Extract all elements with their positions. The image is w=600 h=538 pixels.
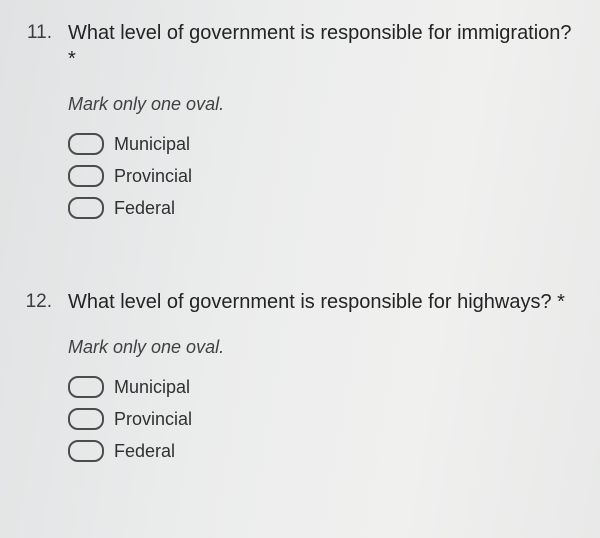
option-municipal[interactable]: Municipal: [68, 133, 580, 155]
option-label: Provincial: [114, 409, 192, 430]
question-12: 12. What level of government is responsi…: [0, 289, 580, 472]
option-label: Provincial: [114, 166, 192, 187]
question-number: 12.: [0, 289, 68, 313]
question-number: 11.: [0, 20, 68, 44]
option-federal[interactable]: Federal: [68, 197, 580, 219]
oval-icon: [68, 376, 104, 398]
question-instruction: Mark only one oval.: [68, 94, 580, 115]
question-text: What level of government is responsible …: [68, 289, 580, 315]
spacer: [0, 229, 580, 289]
option-label: Federal: [114, 198, 175, 219]
question-11: 11. What level of government is responsi…: [0, 20, 580, 229]
oval-icon: [68, 197, 104, 219]
option-municipal[interactable]: Municipal: [68, 376, 580, 398]
oval-icon: [68, 408, 104, 430]
oval-icon: [68, 133, 104, 155]
question-text: What level of government is responsible …: [68, 20, 580, 72]
oval-icon: [68, 165, 104, 187]
oval-icon: [68, 440, 104, 462]
option-label: Municipal: [114, 134, 190, 155]
question-body: What level of government is responsible …: [68, 289, 580, 472]
option-label: Municipal: [114, 377, 190, 398]
question-body: What level of government is responsible …: [68, 20, 580, 229]
question-instruction: Mark only one oval.: [68, 337, 580, 358]
option-provincial[interactable]: Provincial: [68, 165, 580, 187]
option-federal[interactable]: Federal: [68, 440, 580, 462]
option-label: Federal: [114, 441, 175, 462]
option-provincial[interactable]: Provincial: [68, 408, 580, 430]
